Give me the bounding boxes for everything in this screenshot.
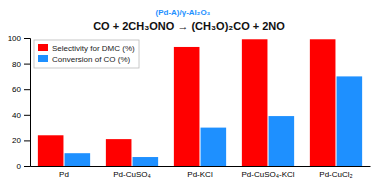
bar [38, 135, 64, 166]
y-axis-line [24, 39, 31, 167]
bar [310, 39, 336, 166]
tick-mark [24, 64, 30, 65]
legend: Selectivity for DMC (%) Conversion of CO … [34, 40, 139, 68]
legend-swatch [38, 44, 48, 51]
y-tick: 20 [12, 136, 30, 145]
bar [174, 47, 200, 166]
x-tick: Pd-CuSO₄-KCl [241, 170, 294, 179]
y-tick: 80 [12, 60, 30, 69]
tick-label: Pd-CuSO₄ [113, 170, 151, 179]
chart-container: 0 20 40 60 80 100 Pd Pd-CuSO₄ Pd-KCl Pd-CuSO₄-KCl… [0, 0, 378, 186]
tick-label: Pd [59, 170, 69, 179]
bar-series [65, 76, 363, 166]
legend-label: Selectivity for DMC (%) [52, 44, 135, 53]
y-tick: 60 [12, 85, 30, 94]
tick-mark [24, 89, 30, 90]
legend-frame [34, 40, 139, 68]
tick-mark [24, 115, 30, 116]
annotation: (Pd-A)/γ-Al₂O₃ [156, 8, 211, 17]
y-tick: 100 [8, 34, 30, 43]
tick-label: 80 [12, 60, 21, 69]
legend-swatch [38, 55, 48, 62]
y-tick: 0 [17, 162, 30, 171]
title: CO + 2CH₃ONO → (CH₃O)₂CO + 2NO [93, 20, 285, 32]
bar [201, 128, 227, 166]
chart: 0 20 40 60 80 100 Pd Pd-CuSO₄ Pd-KCl Pd-CuSO₄-KCl… [0, 0, 378, 186]
bar [133, 157, 159, 166]
y-axis: 0 20 40 60 80 100 [8, 34, 31, 171]
bar [269, 116, 295, 166]
bar-series [38, 39, 336, 166]
bar [106, 139, 132, 166]
legend-item: Selectivity for DMC (%) [38, 44, 135, 53]
bar [65, 153, 91, 166]
bar [337, 76, 363, 166]
x-tick: Pd-CuSO₄ [113, 170, 151, 179]
tick-label: Pd-CuSO₄-KCl [241, 170, 294, 179]
x-tick: Pd-CuCl₂ [319, 170, 352, 179]
x-axis-line [31, 166, 371, 167]
legend-label: Conversion of CO (%) [52, 55, 131, 64]
tick-label: 100 [8, 34, 22, 43]
tick-label: 0 [17, 162, 22, 171]
x-tick: Pd [59, 170, 69, 179]
tick-label: Pd-KCl [187, 170, 213, 179]
tick-mark [24, 140, 30, 141]
x-tick: Pd-KCl [187, 170, 213, 179]
plot-area [38, 39, 362, 166]
x-axis: Pd Pd-CuSO₄ Pd-KCl Pd-CuSO₄-KCl Pd-CuCl₂ [31, 167, 371, 180]
bar [242, 39, 268, 166]
tick-label: 40 [12, 111, 21, 120]
tick-label: 20 [12, 136, 21, 145]
tick-mark [24, 38, 30, 39]
tick-mark [24, 166, 30, 167]
tick-label: 60 [12, 85, 21, 94]
y-tick: 40 [12, 111, 30, 120]
legend-item: Conversion of CO (%) [38, 55, 131, 64]
tick-label: Pd-CuCl₂ [319, 170, 352, 179]
